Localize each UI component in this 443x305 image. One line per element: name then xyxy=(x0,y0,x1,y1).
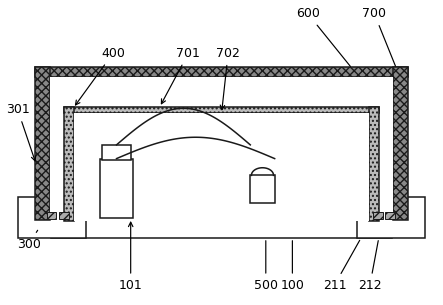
Text: 400: 400 xyxy=(75,47,125,105)
Text: 500: 500 xyxy=(254,241,278,292)
Text: 212: 212 xyxy=(358,241,382,292)
Text: 301: 301 xyxy=(6,103,36,161)
Bar xyxy=(393,67,408,220)
Bar xyxy=(51,218,392,238)
Bar xyxy=(100,159,133,218)
Bar xyxy=(59,212,69,219)
Bar xyxy=(102,145,131,160)
Bar xyxy=(35,67,408,77)
Bar xyxy=(385,212,395,219)
Bar xyxy=(369,107,379,221)
Bar xyxy=(47,212,56,219)
Text: 701: 701 xyxy=(161,47,200,104)
Text: 300: 300 xyxy=(17,230,41,250)
Text: 101: 101 xyxy=(119,222,143,292)
Text: 702: 702 xyxy=(216,47,240,110)
Bar xyxy=(64,107,74,221)
Text: 211: 211 xyxy=(323,240,360,292)
Bar xyxy=(250,175,275,203)
Text: 600: 600 xyxy=(296,7,350,66)
Text: 100: 100 xyxy=(280,241,304,292)
Bar xyxy=(50,77,393,220)
Bar xyxy=(357,197,425,238)
Bar xyxy=(74,113,369,221)
Bar xyxy=(18,197,86,238)
Bar xyxy=(373,212,383,219)
Text: 700: 700 xyxy=(362,7,396,66)
Bar xyxy=(35,67,50,220)
Bar xyxy=(64,107,379,113)
